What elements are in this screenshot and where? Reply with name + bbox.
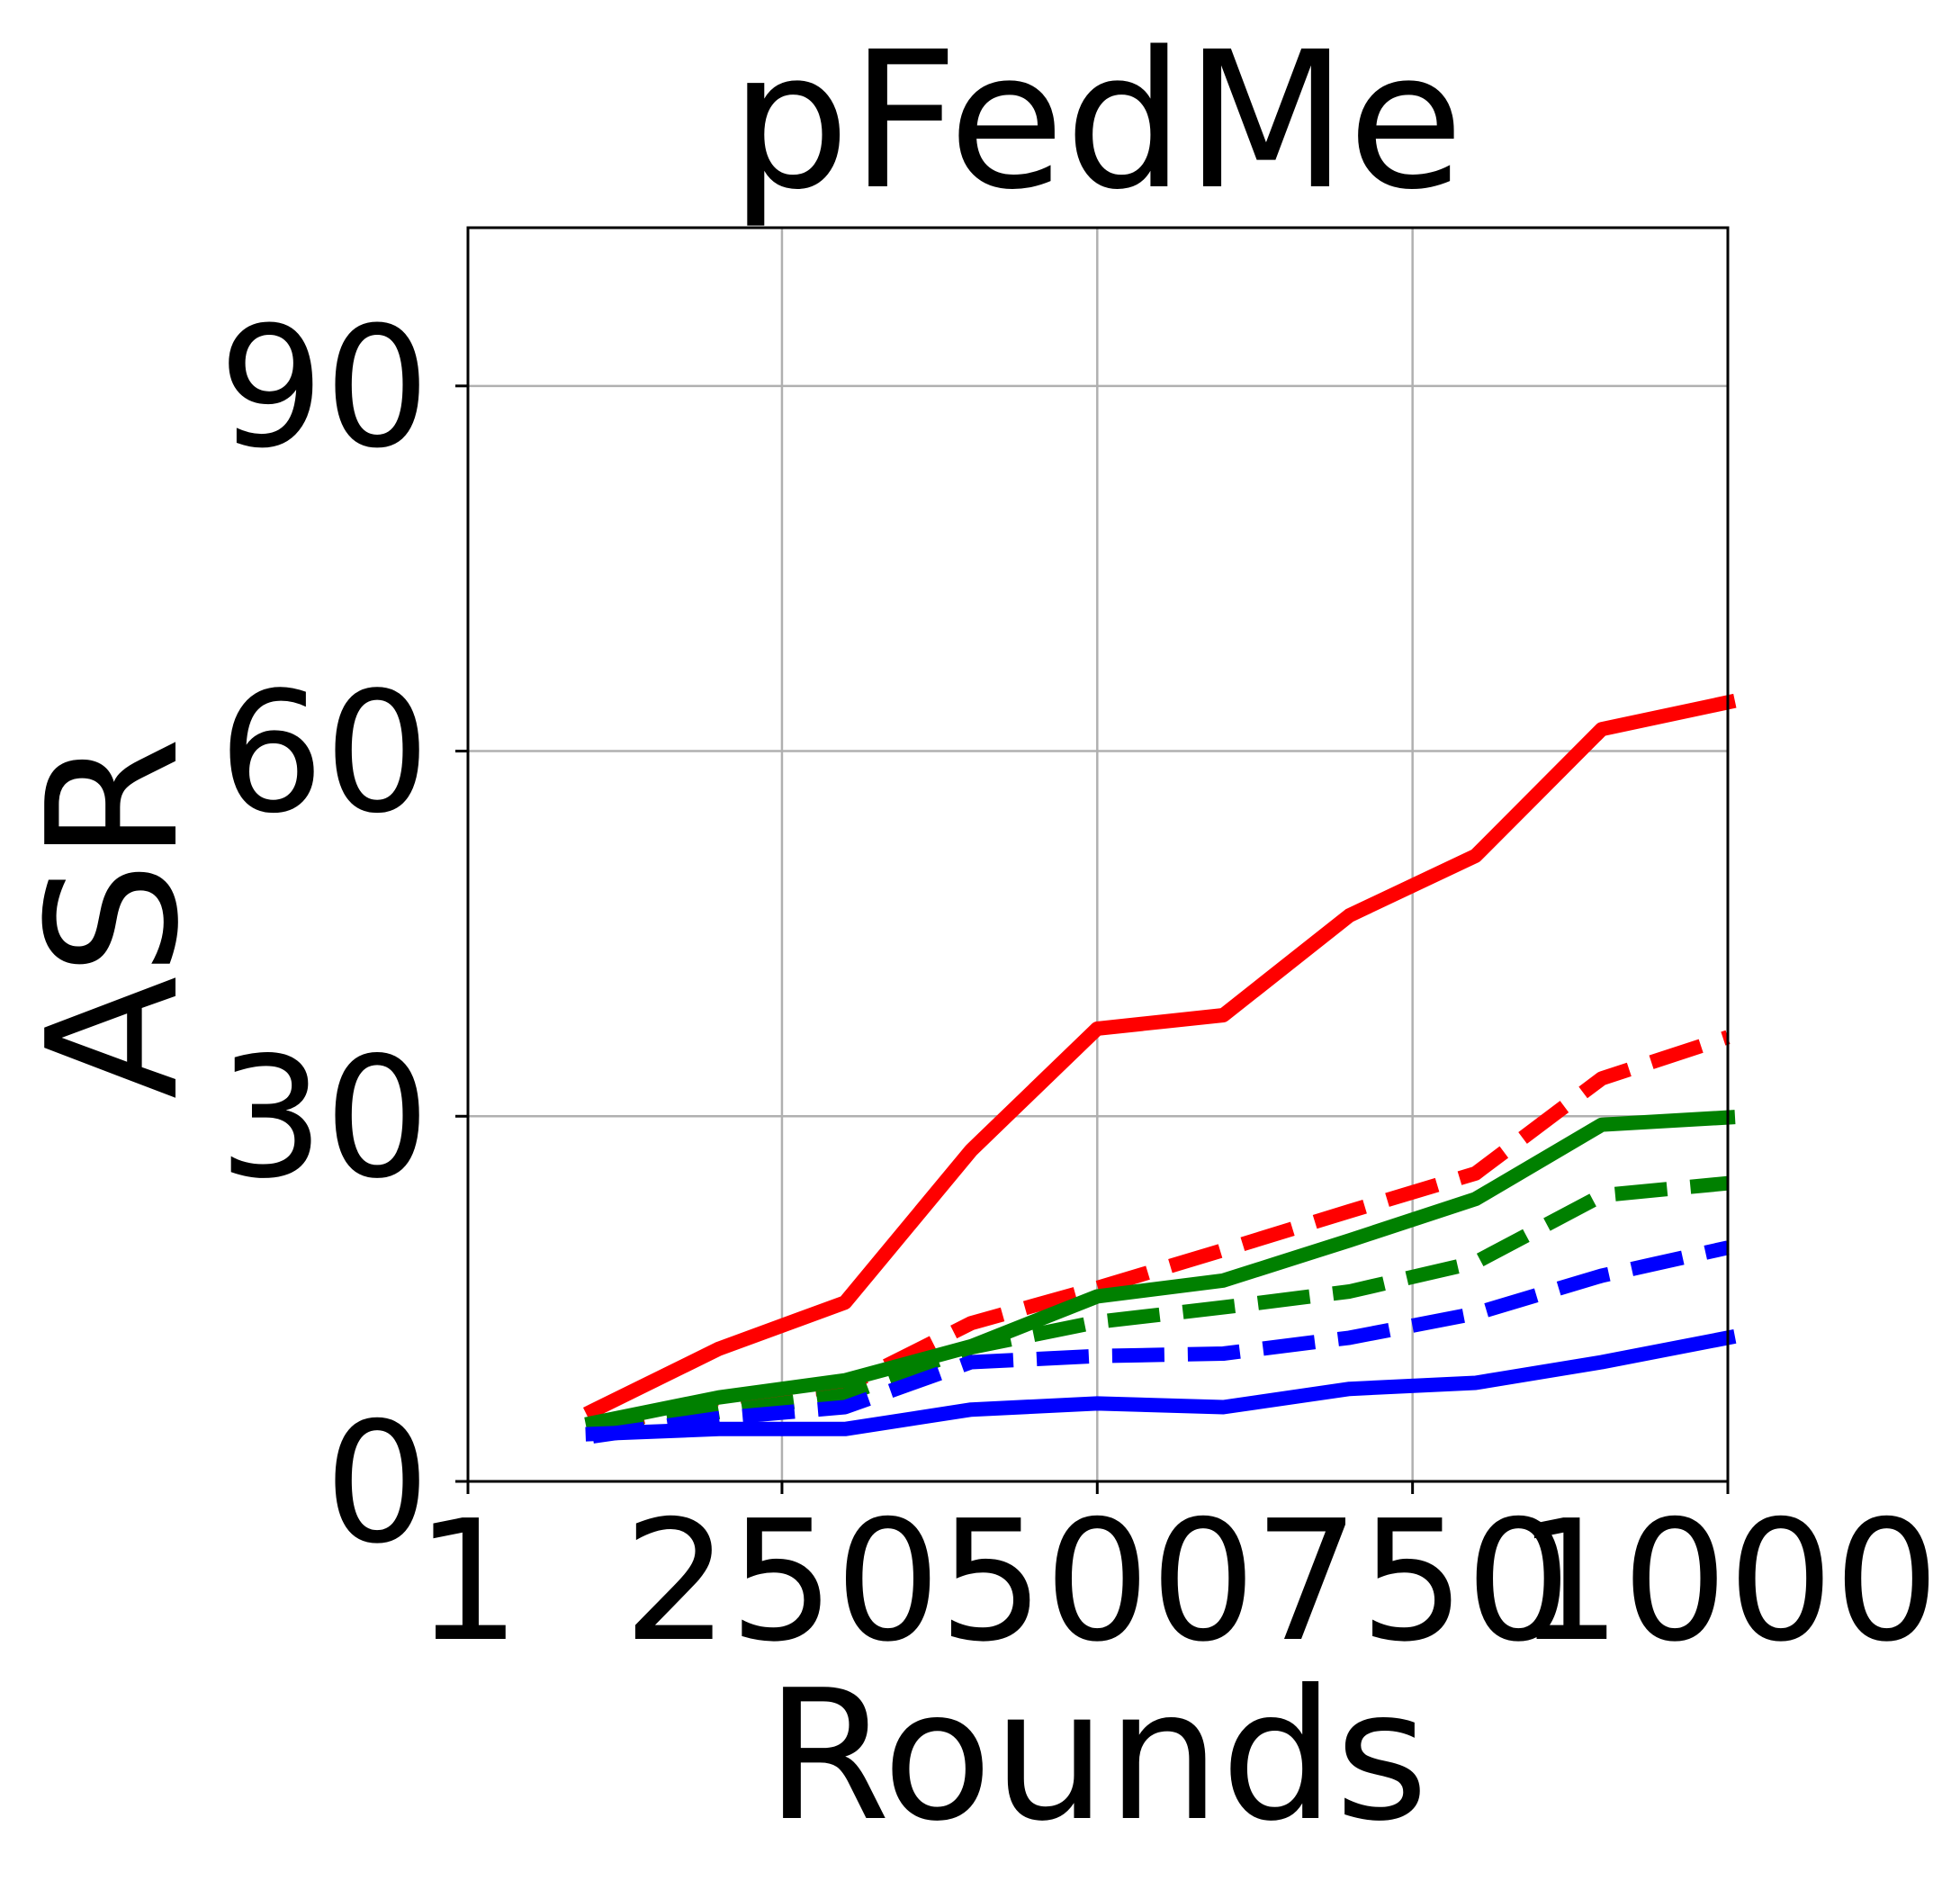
y-tick-label: 0 <box>324 1386 430 1580</box>
series-line-6 <box>591 1240 1730 1444</box>
series-line-5 <box>585 1329 1737 1442</box>
x-tick-label: 500 <box>939 1484 1256 1678</box>
series-line-1 <box>582 693 1737 1421</box>
x-tick-label: 1 <box>415 1484 521 1678</box>
y-tick-label: 30 <box>219 1021 430 1215</box>
x-tick-label: 750 <box>1254 1484 1571 1678</box>
y-tick-label: 60 <box>219 656 430 850</box>
chart-title: pFedMe <box>730 11 1464 231</box>
x-tick-label: 250 <box>623 1484 940 1678</box>
y-tick-label: 90 <box>219 291 430 485</box>
series-line-3 <box>584 1110 1736 1432</box>
y-axis-label: ASR <box>9 737 219 1100</box>
series-line-4 <box>591 1175 1729 1440</box>
x-tick-label: 1000 <box>1516 1484 1940 1678</box>
x-axis-label: Rounds <box>765 1652 1428 1861</box>
